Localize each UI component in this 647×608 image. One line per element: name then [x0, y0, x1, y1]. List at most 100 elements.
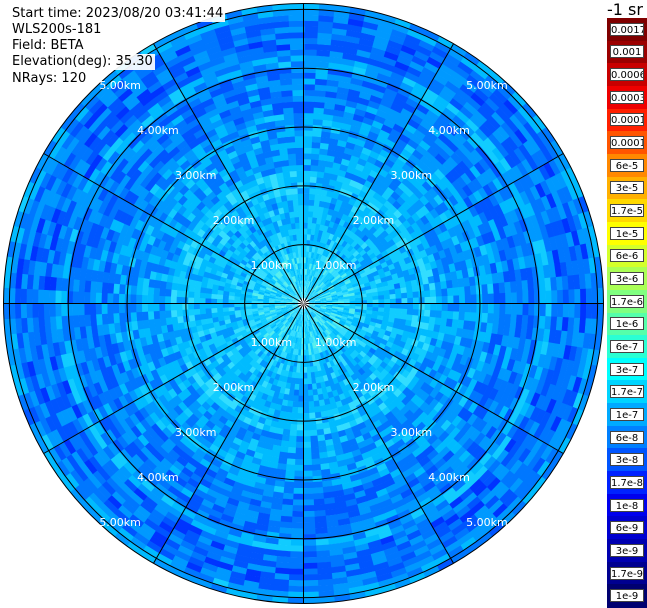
range-gate — [296, 430, 303, 436]
range-gate — [119, 312, 126, 323]
range-gate — [165, 296, 171, 304]
range-gate — [447, 288, 454, 297]
range-gate — [304, 96, 316, 102]
range-gate — [176, 303, 182, 310]
range-gate — [299, 384, 304, 390]
range-gate — [448, 304, 454, 312]
range-gate — [563, 290, 569, 305]
range-gate — [312, 470, 322, 477]
range-gate — [55, 303, 61, 317]
range-gate — [312, 136, 322, 143]
range-gate — [295, 442, 303, 448]
range-gate — [309, 188, 316, 195]
range-gate — [308, 390, 313, 396]
range-gate — [153, 295, 159, 303]
range-gate — [96, 292, 102, 304]
range-gate — [290, 540, 304, 546]
range-gate — [165, 310, 172, 318]
range-gate — [494, 293, 500, 304]
range-gate — [288, 574, 304, 580]
range-gate — [390, 304, 396, 309]
range-gate — [309, 424, 316, 431]
range-gate — [303, 453, 312, 459]
range-gate — [505, 304, 511, 316]
range-gate — [200, 313, 207, 319]
range-gate — [418, 310, 425, 317]
range-gate — [424, 297, 430, 304]
range-gate — [303, 522, 316, 528]
range-gate — [580, 304, 587, 320]
range-gate — [311, 159, 319, 166]
range-gate — [130, 312, 137, 322]
range-gate — [289, 430, 297, 437]
range-gate — [309, 407, 315, 414]
range-gate — [384, 294, 390, 299]
range-gate — [101, 303, 107, 314]
range-gate — [304, 44, 319, 50]
range-gate — [311, 148, 320, 155]
range-gate — [159, 295, 165, 303]
range-gate — [304, 142, 313, 148]
range-gate — [107, 292, 113, 303]
range-gate — [310, 165, 318, 172]
range-gate — [283, 481, 294, 488]
range-gate — [384, 304, 390, 309]
range-gate — [159, 288, 166, 296]
range-gate — [188, 297, 194, 304]
range-gate — [303, 430, 310, 436]
range-gate — [481, 284, 488, 295]
range-gate — [148, 311, 155, 320]
range-gate — [401, 304, 407, 310]
range-gate — [407, 309, 414, 315]
range-gate — [211, 298, 217, 303]
range-gate — [304, 228, 308, 234]
range-gate — [310, 435, 318, 442]
range-gate — [90, 303, 96, 315]
range-gate — [302, 586, 318, 592]
range-gate — [574, 289, 580, 305]
range-gate — [303, 465, 312, 471]
range-gate — [165, 303, 171, 311]
range-gate — [303, 499, 314, 505]
range-gate — [390, 294, 396, 299]
range-gate — [406, 286, 413, 293]
range-gate — [313, 395, 319, 402]
range-gate — [464, 312, 471, 322]
range-gate — [304, 182, 311, 188]
range-gate — [304, 107, 315, 113]
range-gate — [303, 482, 313, 488]
range-gate — [32, 302, 38, 317]
range-gate — [312, 487, 323, 494]
range-gate — [540, 291, 546, 305]
range-gate — [304, 90, 316, 96]
range-gate — [61, 303, 67, 317]
range-gate — [580, 289, 586, 305]
range-gate — [234, 300, 240, 304]
range-gate — [312, 481, 323, 488]
range-gate — [308, 395, 314, 401]
range-gate — [182, 297, 188, 304]
range-gate — [465, 304, 471, 313]
range-gate — [430, 290, 437, 298]
range-gate — [291, 412, 298, 419]
range-gate — [557, 290, 563, 305]
range-gate — [488, 304, 494, 315]
range-gate — [309, 413, 316, 420]
range-gate — [517, 304, 523, 316]
range-gate — [288, 441, 296, 448]
range-gate — [294, 459, 303, 465]
range-gate — [182, 309, 189, 316]
range-gate — [407, 292, 414, 298]
range-gate — [308, 401, 314, 407]
range-gate — [293, 482, 303, 488]
range-gate — [313, 113, 324, 120]
range-gate — [310, 441, 318, 448]
range-gate — [313, 400, 319, 407]
range-gate — [534, 304, 540, 317]
range-gate — [372, 296, 378, 301]
range-gate — [304, 49, 318, 55]
range-gate — [136, 311, 143, 321]
range-gate — [130, 303, 136, 313]
range-gate — [303, 534, 316, 540]
range-gate — [304, 165, 312, 171]
